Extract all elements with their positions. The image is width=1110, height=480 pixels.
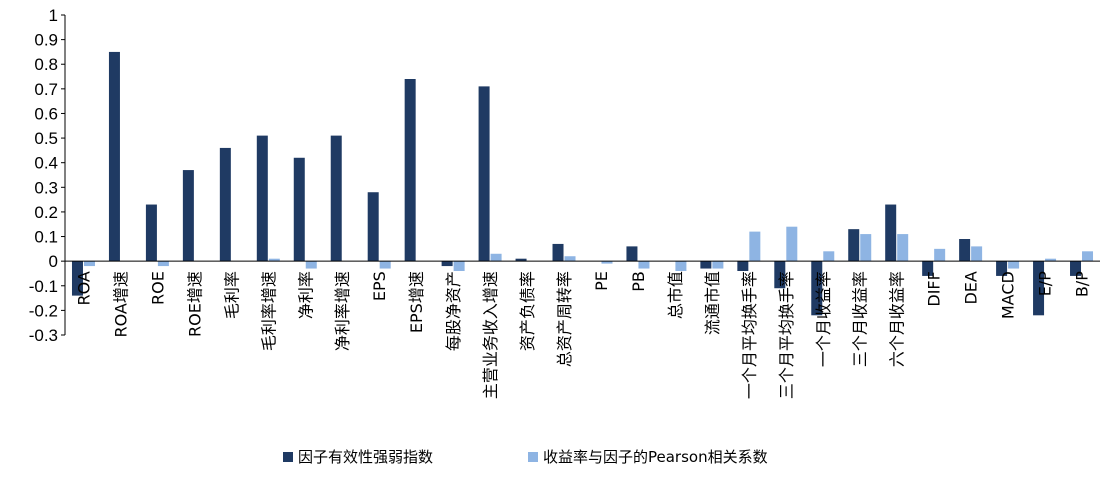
bar-factor-strength-23 — [885, 204, 897, 262]
bar-factor-strength-12 — [478, 86, 490, 262]
bar-factor-strength-14 — [552, 243, 564, 262]
bar-pearson-corr-14 — [564, 256, 576, 262]
y-tick-label: 0.3 — [34, 178, 58, 197]
x-category-label: 一个月平均换手率 — [740, 271, 759, 399]
x-category-label: 三个月收益率 — [851, 271, 870, 367]
y-tick-label: 0.4 — [34, 154, 58, 173]
y-tick-label: 0.2 — [34, 203, 58, 222]
x-category-label: 总资产周转率 — [555, 271, 574, 367]
bar-pearson-corr-17 — [675, 261, 687, 271]
bar-factor-strength-1 — [71, 261, 83, 296]
bar-factor-strength-24 — [922, 261, 934, 276]
y-tick-label: 0.5 — [34, 129, 58, 148]
bar-pearson-corr-24 — [934, 248, 946, 262]
bar-pearson-corr-21 — [823, 251, 835, 262]
bar-factor-strength-27 — [1033, 261, 1045, 316]
x-category-label: ROE — [148, 271, 167, 305]
bar-factor-strength-19 — [737, 261, 749, 271]
bar-factor-strength-6 — [256, 135, 268, 262]
bar-pearson-corr-18 — [712, 261, 724, 269]
y-tick-label: 0.7 — [34, 80, 58, 99]
bar-factor-strength-16 — [626, 246, 638, 262]
bar-factor-strength-4 — [182, 170, 194, 262]
bar-factor-strength-3 — [145, 204, 157, 262]
bar-factor-strength-9 — [367, 192, 379, 262]
x-category-label: 毛利率增速 — [259, 271, 278, 351]
x-category-label: 毛利率 — [222, 271, 241, 319]
bar-pearson-corr-16 — [638, 261, 650, 269]
bar-pearson-corr-26 — [1008, 261, 1020, 269]
x-category-label: DEA — [962, 271, 981, 304]
bar-pearson-corr-9 — [379, 261, 391, 269]
bar-factor-strength-5 — [219, 147, 231, 262]
bar-pearson-corr-12 — [490, 253, 502, 262]
bar-factor-strength-18 — [700, 261, 712, 269]
x-category-label: ROA增速 — [111, 271, 130, 337]
x-category-label: 六个月收益率 — [888, 271, 907, 367]
x-category-label: B/P — [1073, 271, 1092, 297]
y-tick-label: 1 — [49, 6, 58, 25]
y-tick-label: 0.6 — [34, 104, 58, 123]
bar-factor-strength-25 — [959, 239, 971, 262]
bar-pearson-corr-6 — [268, 258, 280, 262]
y-tick-label: -0.1 — [29, 277, 58, 296]
bar-pearson-corr-25 — [971, 246, 983, 262]
x-category-label: 每股净资产 — [444, 271, 463, 351]
x-category-label: EPS — [370, 271, 389, 301]
bar-factor-strength-10 — [404, 79, 416, 262]
y-tick-label: 0.9 — [34, 31, 58, 50]
x-category-label: MACD — [999, 271, 1018, 319]
bar-factor-strength-13 — [515, 258, 527, 262]
bar-factor-strength-28 — [1070, 261, 1082, 276]
y-tick-label: 0 — [49, 252, 58, 271]
y-tick-label: -0.3 — [29, 326, 58, 345]
bar-pearson-corr-23 — [897, 234, 909, 262]
x-category-label: 资产负债率 — [518, 271, 537, 351]
bar-pearson-corr-15 — [601, 261, 613, 264]
bar-pearson-corr-27 — [1045, 258, 1057, 262]
bar-pearson-corr-11 — [453, 261, 465, 271]
bar-pearson-corr-20 — [786, 226, 798, 262]
bar-factor-strength-11 — [441, 261, 453, 267]
x-category-label: 总市值 — [666, 271, 685, 319]
bar-pearson-corr-1 — [83, 261, 95, 267]
x-category-label: PB — [629, 271, 648, 292]
bar-pearson-corr-3 — [157, 261, 169, 267]
bar-pearson-corr-22 — [860, 234, 872, 262]
x-category-label: ROE增速 — [185, 271, 204, 337]
legend-label-2: 收益率与因子的Pearson相关系数 — [543, 448, 768, 466]
legend-swatch-1 — [283, 452, 293, 462]
legend-label-1: 因子有效性强弱指数 — [298, 448, 433, 466]
y-tick-label: -0.2 — [29, 301, 58, 320]
x-category-label: EPS增速 — [407, 271, 426, 333]
x-category-label: PE — [592, 271, 611, 291]
x-category-label: ROA — [74, 271, 93, 305]
bar-pearson-corr-7 — [305, 261, 317, 269]
x-category-label: 三个月平均换手率 — [777, 271, 796, 399]
x-category-label: 净利率 — [296, 271, 315, 319]
x-category-label: DIFF — [925, 271, 944, 306]
x-category-label: E/P — [1036, 271, 1055, 297]
x-category-label: 净利率增速 — [333, 271, 352, 351]
x-category-label: 流通市值 — [703, 271, 722, 335]
bar-factor-strength-21 — [811, 261, 823, 316]
bar-pearson-corr-19 — [749, 231, 761, 262]
legend-swatch-2 — [528, 452, 538, 462]
y-tick-label: 0.8 — [34, 55, 58, 74]
bar-factor-strength-22 — [848, 229, 860, 262]
bar-factor-strength-2 — [108, 51, 120, 262]
bar-factor-strength-8 — [330, 135, 342, 262]
bar-pearson-corr-28 — [1082, 251, 1094, 262]
bar-factor-strength-20 — [774, 261, 786, 289]
x-category-label: 主营业务收入增速 — [481, 271, 500, 399]
bar-factor-strength-7 — [293, 157, 305, 262]
y-tick-label: 0.1 — [34, 228, 58, 247]
x-category-label: 一个月收益率 — [814, 271, 833, 367]
bar-factor-strength-26 — [996, 261, 1008, 276]
